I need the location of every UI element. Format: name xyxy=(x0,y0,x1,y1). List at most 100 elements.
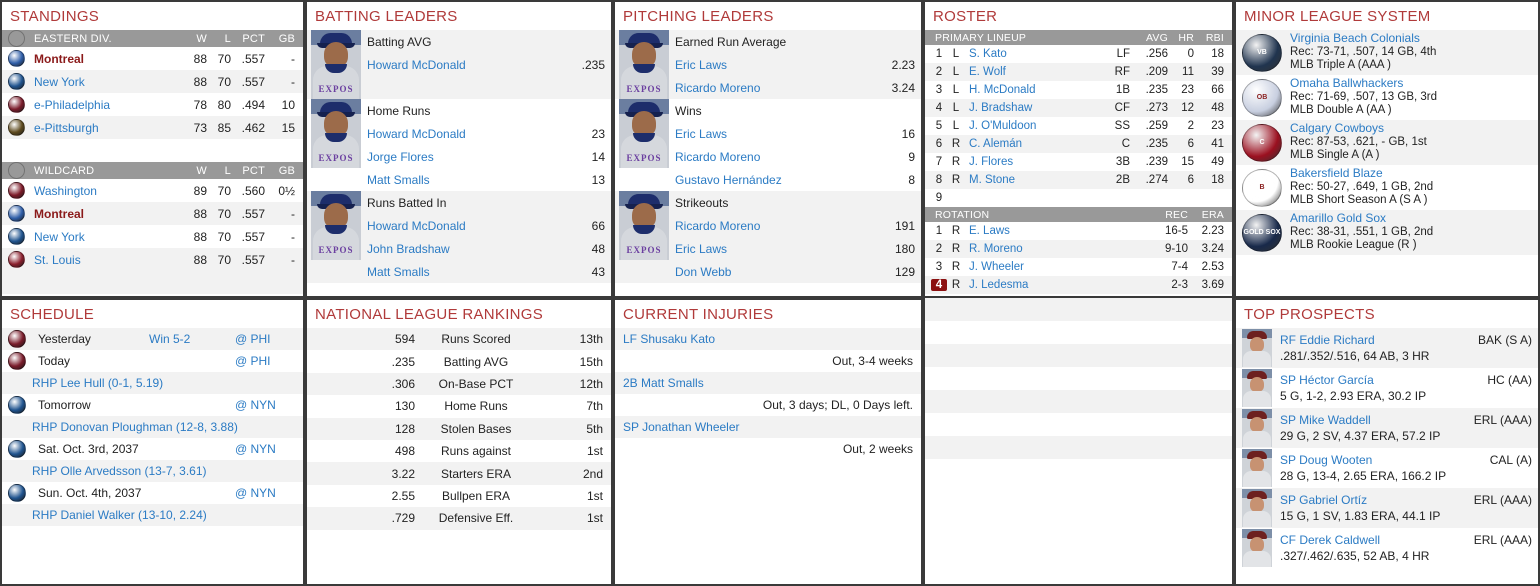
list-item[interactable]: RF Eddie Richard BAK (S A) .281/.352/.516,… xyxy=(1236,328,1538,368)
table-row[interactable]: New York 88 70 .557 - xyxy=(2,225,303,248)
leader-row[interactable]: Eric Laws 180 xyxy=(675,237,921,260)
player-name[interactable]: Howard McDonald xyxy=(367,126,466,141)
team-name[interactable]: Omaha Ballwhackers xyxy=(1290,76,1404,91)
table-row[interactable]: St. Louis 88 70 .557 - xyxy=(2,248,303,271)
player-name[interactable]: M. Stone xyxy=(969,174,1016,186)
list-item[interactable]: C Calgary Cowboys Rec: 87-53, .621, - GB, … xyxy=(1236,120,1538,165)
leader-row[interactable]: John Bradshaw 48 xyxy=(367,237,611,260)
table-row[interactable]: 1 L S. Kato LF .256 0 18 xyxy=(925,45,1232,63)
list-item[interactable]: GOLD SOX Amarillo Gold Sox Rec: 38-31, .55… xyxy=(1236,210,1538,255)
schedule-row[interactable]: Today @ PHI xyxy=(2,350,303,372)
table-row[interactable]: e-Philadelphia 78 80 .494 10 xyxy=(2,93,303,116)
prospect-name[interactable]: SP Doug Wooten xyxy=(1280,452,1373,467)
list-item[interactable]: CF Derek Caldwell ERL (AAA) .327/.462/.635… xyxy=(1236,528,1538,568)
player-name[interactable]: Don Webb xyxy=(675,264,732,279)
table-row[interactable]: 3 R J. Wheeler 7-4 2.53 xyxy=(925,258,1232,276)
probable-pitcher[interactable]: RHP Daniel Walker (13-10, 2.24) xyxy=(2,504,303,526)
game-result[interactable]: Win 5-2 xyxy=(149,332,191,346)
schedule-row[interactable]: Sun. Oct. 4th, 2037 @ NYN xyxy=(2,482,303,504)
list-item[interactable]: VB Virginia Beach Colonials Rec: 73-71, .5… xyxy=(1236,30,1538,75)
table-row[interactable]: 4 L J. Bradshaw CF .273 12 48 xyxy=(925,99,1232,117)
list-item[interactable]: SP Gabriel Ortíz ERL (AAA) 15 G, 1 SV, 1.8… xyxy=(1236,488,1538,528)
team-name[interactable]: e-Pittsburgh xyxy=(34,120,99,135)
player-name[interactable]: J. O'Muldoon xyxy=(969,120,1037,132)
player-name[interactable]: Matt Smalls xyxy=(367,172,430,187)
team-name[interactable]: Bakersfield Blaze xyxy=(1290,166,1383,181)
player-name[interactable]: John Bradshaw xyxy=(367,241,450,256)
player-name[interactable]: C. Alemán xyxy=(969,138,1023,150)
schedule-row[interactable]: Sat. Oct. 3rd, 2037 @ NYN xyxy=(2,438,303,460)
team-name[interactable]: Calgary Cowboys xyxy=(1290,121,1385,136)
prospect-name[interactable]: RF Eddie Richard xyxy=(1280,332,1375,347)
opponent[interactable]: @ NYN xyxy=(235,398,276,412)
probable-pitcher[interactable]: RHP Donovan Ploughman (12-8, 3.88) xyxy=(2,416,303,438)
player-name[interactable]: Ricardo Moreno xyxy=(675,149,761,164)
leader-row[interactable]: Matt Smalls 43 xyxy=(367,260,611,283)
team-name[interactable]: Montreal xyxy=(34,51,85,66)
team-name[interactable]: Virginia Beach Colonials xyxy=(1290,31,1420,46)
prospect-name[interactable]: SP Héctor García xyxy=(1280,372,1374,387)
table-row[interactable]: 8 R M. Stone 2B .274 6 18 xyxy=(925,171,1232,189)
table-row[interactable]: Montreal 88 70 .557 - xyxy=(2,202,303,225)
team-name[interactable]: Amarillo Gold Sox xyxy=(1290,211,1387,226)
leader-row[interactable]: Eric Laws 16 xyxy=(675,122,921,145)
injured-player-name[interactable]: 2B Matt Smalls xyxy=(615,372,921,394)
leader-row[interactable]: Jorge Flores 14 xyxy=(367,145,611,168)
leader-row[interactable]: Eric Laws 2.23 xyxy=(675,53,921,76)
player-name[interactable]: Ricardo Moreno xyxy=(675,80,761,95)
prospect-name[interactable]: SP Gabriel Ortíz xyxy=(1280,492,1368,507)
player-name[interactable]: R. Moreno xyxy=(969,243,1023,255)
team-name[interactable]: e-Philadelphia xyxy=(34,97,111,112)
leader-row[interactable]: Gustavo Hernández 8 xyxy=(675,168,921,191)
prospect-name[interactable]: SP Mike Waddell xyxy=(1280,412,1371,427)
team-name[interactable]: Montreal xyxy=(34,206,85,221)
schedule-row[interactable]: Yesterday Win 5-2 @ PHI xyxy=(2,328,303,350)
opponent[interactable]: @ NYN xyxy=(235,442,276,456)
list-item[interactable]: OB Omaha Ballwhackers Rec: 71-69, .507, 13… xyxy=(1236,75,1538,120)
player-name[interactable]: E. Wolf xyxy=(969,66,1006,78)
list-item[interactable]: SP Héctor García HC (AA) 5 G, 1-2, 2.93 ER… xyxy=(1236,368,1538,408)
injured-player-name[interactable]: SP Jonathan Wheeler xyxy=(615,416,921,438)
probable-pitcher[interactable]: RHP Lee Hull (0-1, 5.19) xyxy=(2,372,303,394)
player-name[interactable]: J. Bradshaw xyxy=(969,102,1033,114)
player-name[interactable]: Eric Laws xyxy=(675,241,728,256)
table-row[interactable]: 7 R J. Flores 3B .239 15 49 xyxy=(925,153,1232,171)
leader-row[interactable]: Howard McDonald 66 xyxy=(367,214,611,237)
leader-row[interactable]: Howard McDonald .235 xyxy=(367,53,611,76)
table-row[interactable]: 9 xyxy=(925,189,1232,207)
player-name[interactable]: Eric Laws xyxy=(675,57,728,72)
prospect-name[interactable]: CF Derek Caldwell xyxy=(1280,532,1381,547)
leader-row[interactable]: Howard McDonald 23 xyxy=(367,122,611,145)
player-name[interactable]: S. Kato xyxy=(969,48,1007,60)
table-row[interactable]: e-Pittsburgh 73 85 .462 15 xyxy=(2,116,303,139)
list-item[interactable]: B Bakersfield Blaze Rec: 50-27, .649, 1 GB… xyxy=(1236,165,1538,210)
leader-row[interactable]: Ricardo Moreno 3.24 xyxy=(675,76,921,99)
table-row[interactable]: New York 88 70 .557 - xyxy=(2,70,303,93)
table-row[interactable]: Montreal 88 70 .557 - xyxy=(2,47,303,70)
player-name[interactable]: J. Ledesma xyxy=(969,279,1029,291)
leader-row[interactable]: Don Webb 129 xyxy=(675,260,921,283)
opponent[interactable]: @ NYN xyxy=(235,486,276,500)
player-name[interactable]: Eric Laws xyxy=(675,126,728,141)
team-name[interactable]: St. Louis xyxy=(34,252,81,267)
player-name[interactable]: J. Wheeler xyxy=(969,261,1024,273)
opponent[interactable]: @ PHI xyxy=(235,332,271,346)
leader-row[interactable]: Matt Smalls 13 xyxy=(367,168,611,191)
player-name[interactable]: H. McDonald xyxy=(969,84,1036,96)
leader-row[interactable]: Ricardo Moreno 191 xyxy=(675,214,921,237)
team-name[interactable]: Washington xyxy=(34,183,97,198)
table-row[interactable]: 2 R R. Moreno 9-10 3.24 xyxy=(925,240,1232,258)
player-name[interactable]: Howard McDonald xyxy=(367,57,466,72)
injured-player-name[interactable]: LF Shusaku Kato xyxy=(615,328,921,350)
player-name[interactable]: Howard McDonald xyxy=(367,218,466,233)
table-row[interactable]: 2 L E. Wolf RF .209 11 39 xyxy=(925,63,1232,81)
player-name[interactable]: Gustavo Hernández xyxy=(675,172,782,187)
table-row[interactable]: 4 R J. Ledesma 2-3 3.69 xyxy=(925,276,1232,294)
schedule-row[interactable]: Tomorrow @ NYN xyxy=(2,394,303,416)
team-name[interactable]: New York xyxy=(34,74,85,89)
leader-row[interactable]: Ricardo Moreno 9 xyxy=(675,145,921,168)
probable-pitcher[interactable]: RHP Olle Arvedsson (13-7, 3.61) xyxy=(2,460,303,482)
player-name[interactable]: J. Flores xyxy=(969,156,1014,168)
table-row[interactable]: 1 R E. Laws 16-5 2.23 xyxy=(925,222,1232,240)
list-item[interactable]: SP Mike Waddell ERL (AAA) 29 G, 2 SV, 4.37… xyxy=(1236,408,1538,448)
